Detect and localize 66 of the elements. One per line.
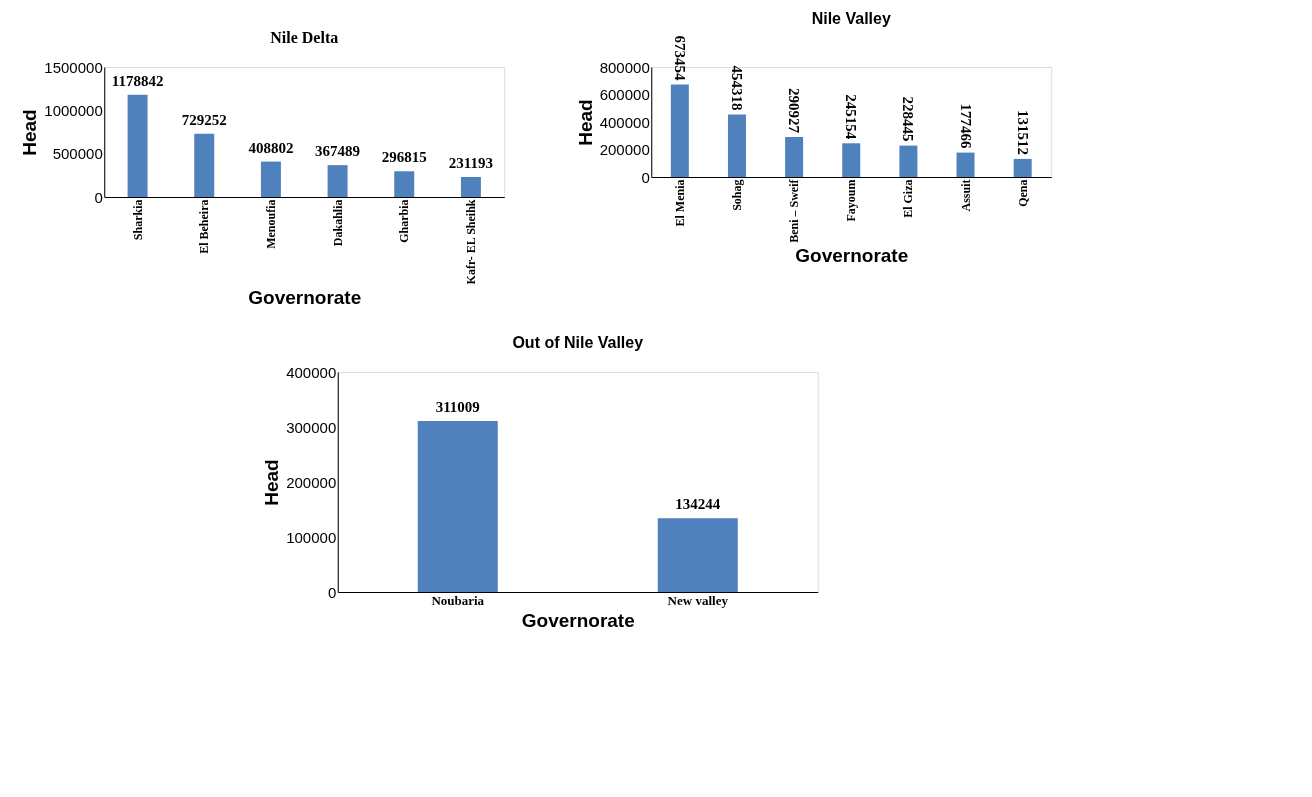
- bar: [842, 143, 861, 177]
- data-label: 367489: [315, 143, 361, 160]
- y-tick-label: 800000: [599, 58, 650, 76]
- x-tick-label: Kafr- EL Sheihk: [463, 199, 478, 285]
- x-tick-label: Beni – Sweif: [787, 178, 802, 243]
- bar: [670, 84, 689, 177]
- y-tick-label: 400000: [599, 113, 650, 131]
- x-tick-label: Dakahlia: [330, 199, 345, 247]
- x-tick-label: El Giza: [901, 179, 916, 218]
- x-tick-label: Assuit: [958, 179, 973, 212]
- chart-title: Out of Nile Valley: [512, 334, 644, 351]
- data-label: 228445: [900, 96, 917, 142]
- bar: [1013, 158, 1032, 177]
- bar: [460, 176, 481, 197]
- y-tick-label: 500000: [52, 145, 103, 163]
- bar: [956, 152, 975, 177]
- y-tick-label: 0: [641, 168, 650, 186]
- data-label: 673454: [671, 35, 688, 81]
- x-tick-label: Sharkia: [130, 199, 145, 241]
- x-tick-label: El Menia: [672, 179, 687, 227]
- y-tick-label: 300000: [286, 418, 337, 436]
- y-tick-label: 600000: [599, 86, 650, 103]
- y-tick-label: 1000000: [44, 101, 103, 119]
- bar: [260, 161, 281, 197]
- y-tick-label: 0: [327, 583, 337, 601]
- y-axis-title: Head: [19, 109, 41, 156]
- bar: [194, 133, 215, 197]
- y-tick-label: 1500000: [44, 58, 103, 76]
- bar: [727, 114, 746, 177]
- y-tick-label: 200000: [599, 141, 650, 158]
- data-label: 1178842: [111, 72, 164, 89]
- data-label: 290927: [786, 88, 803, 134]
- x-tick-label: Gharbia: [397, 199, 412, 243]
- data-label: 177466: [957, 103, 974, 150]
- data-label: 454318: [728, 65, 745, 111]
- data-label: 311009: [435, 398, 480, 415]
- bar: [785, 137, 804, 177]
- x-tick-label: Qena: [1015, 179, 1030, 207]
- bar: [127, 94, 148, 197]
- x-axis-title: Governorate: [795, 244, 909, 266]
- bar: [327, 165, 348, 197]
- x-axis-title: Governorate: [248, 287, 362, 309]
- data-label: 729252: [181, 111, 227, 128]
- y-tick-label: 200000: [286, 473, 337, 491]
- x-axis-title: Governorate: [521, 609, 635, 631]
- x-tick-label: Menoufia: [263, 199, 278, 249]
- x-tick-label: Fayoum: [844, 179, 859, 222]
- data-label: 131512: [1014, 109, 1031, 155]
- x-tick-label: Noubaria: [431, 592, 485, 608]
- chart-title: Nile Delta: [270, 29, 339, 46]
- data-label: 134244: [675, 496, 721, 513]
- x-tick-label: New valley: [667, 592, 729, 608]
- data-label: 245154: [843, 94, 860, 140]
- x-tick-label: Sohag: [729, 179, 744, 211]
- bar: [899, 145, 918, 177]
- bar: [394, 171, 415, 197]
- y-axis-title: Head: [261, 459, 283, 506]
- data-label: 296815: [381, 149, 427, 166]
- y-tick-label: 100000: [286, 528, 337, 546]
- y-tick-label: 0: [94, 188, 103, 206]
- data-label: 231193: [448, 154, 494, 171]
- y-axis-title: Head: [574, 99, 596, 146]
- y-tick-label: 400000: [286, 363, 337, 381]
- data-label: 408802: [248, 139, 294, 156]
- x-tick-label: El Beheira: [197, 199, 212, 254]
- chart-title: Nile Valley: [811, 10, 891, 28]
